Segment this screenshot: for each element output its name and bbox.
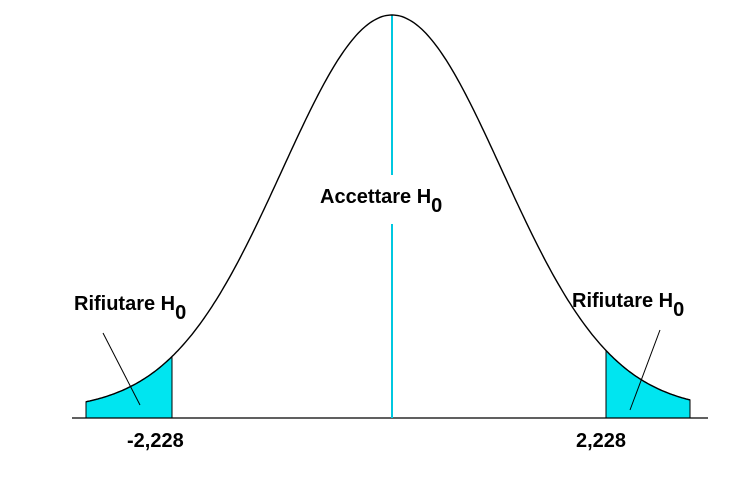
left-critical-value: -2,228 [127,430,184,452]
accept-label-text: Accettare H [320,186,431,208]
accept-label-subscript: 0 [431,195,442,217]
left-pointer-line [102,332,141,406]
left-reject-label-text: Rifiutare H [74,293,175,315]
bell-curve [85,14,691,403]
right-reject-label-text: Rifiutare H [572,290,673,312]
right-reject-region-label: Rifiutare H0 [572,290,684,321]
accept-region-label: Accettare H0 [320,186,442,217]
left-reject-region-label: Rifiutare H0 [74,293,186,324]
right-pointer-line [629,329,661,411]
right-critical-value: 2,228 [576,430,626,452]
left-reject-label-subscript: 0 [175,302,186,324]
right-reject-label-subscript: 0 [673,299,684,321]
